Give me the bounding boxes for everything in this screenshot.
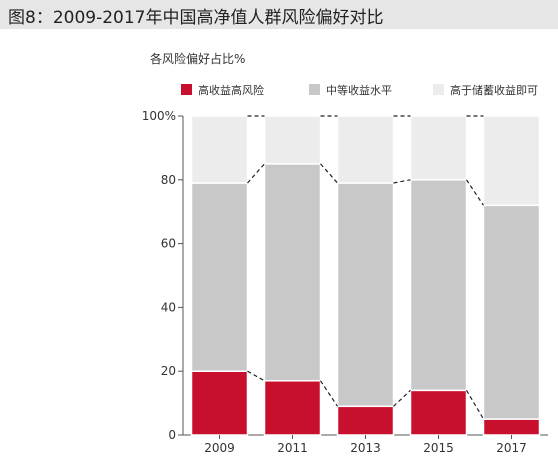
connector-line <box>247 370 265 382</box>
bar-segment <box>263 380 322 436</box>
bar-segment <box>336 182 395 408</box>
y-tick-label: 40 <box>161 300 176 314</box>
bar-segment <box>409 179 468 392</box>
bar-segment <box>263 163 322 382</box>
bar-segment <box>190 182 249 372</box>
legend-swatch-medium <box>309 84 320 95</box>
connector-line <box>393 179 411 184</box>
bar-segment <box>263 115 322 165</box>
chart-title: 图8：2009-2017年中国高净值人群风险偏好对比 <box>8 8 384 28</box>
connector-line <box>465 390 485 420</box>
legend-item-savings: 高于储蓄收益即可 <box>433 82 538 98</box>
bar-segment <box>409 389 468 436</box>
legend-swatch-savings <box>433 84 444 95</box>
bar-segment <box>336 405 395 436</box>
x-tick-label: 2017 <box>496 441 527 455</box>
legend-item-high-risk: 高收益高风险 <box>181 82 264 98</box>
legend: 高收益高风险 中等收益水平 高于储蓄收益即可 <box>0 82 558 100</box>
bar-segment <box>190 115 249 184</box>
legend-label-medium: 中等收益水平 <box>326 84 392 97</box>
bar-segment <box>482 418 541 436</box>
x-tick-label: 2015 <box>423 441 454 455</box>
y-tick-label: 0 <box>168 428 176 442</box>
legend-swatch-high-risk <box>181 84 192 95</box>
connector-line <box>247 163 265 184</box>
legend-label-savings: 高于储蓄收益即可 <box>450 84 538 97</box>
connector-line <box>466 179 484 206</box>
bar-segment <box>482 115 541 207</box>
legend-item-medium: 中等收益水平 <box>309 82 392 98</box>
x-tick-label: 2009 <box>204 441 235 455</box>
y-tick-label: 60 <box>161 237 176 251</box>
x-tick-label: 2011 <box>277 441 308 455</box>
connector-line <box>320 163 338 184</box>
y-tick-label: 100% <box>142 109 176 123</box>
bar-segment <box>336 115 395 184</box>
bar-segment <box>190 370 249 436</box>
y-tick-label: 20 <box>161 364 176 378</box>
title-bar: 图8：2009-2017年中国高净值人群风险偏好对比 <box>0 0 558 29</box>
x-tick-label: 2013 <box>350 441 381 455</box>
bar-segment <box>482 204 541 420</box>
bar-segment <box>409 115 468 181</box>
legend-label-high-risk: 高收益高风险 <box>198 84 264 97</box>
connector-line <box>320 380 338 407</box>
y-tick-label: 80 <box>161 173 176 187</box>
y-axis-label: 各风险偏好占比% <box>150 52 246 66</box>
connector-line <box>393 389 411 407</box>
